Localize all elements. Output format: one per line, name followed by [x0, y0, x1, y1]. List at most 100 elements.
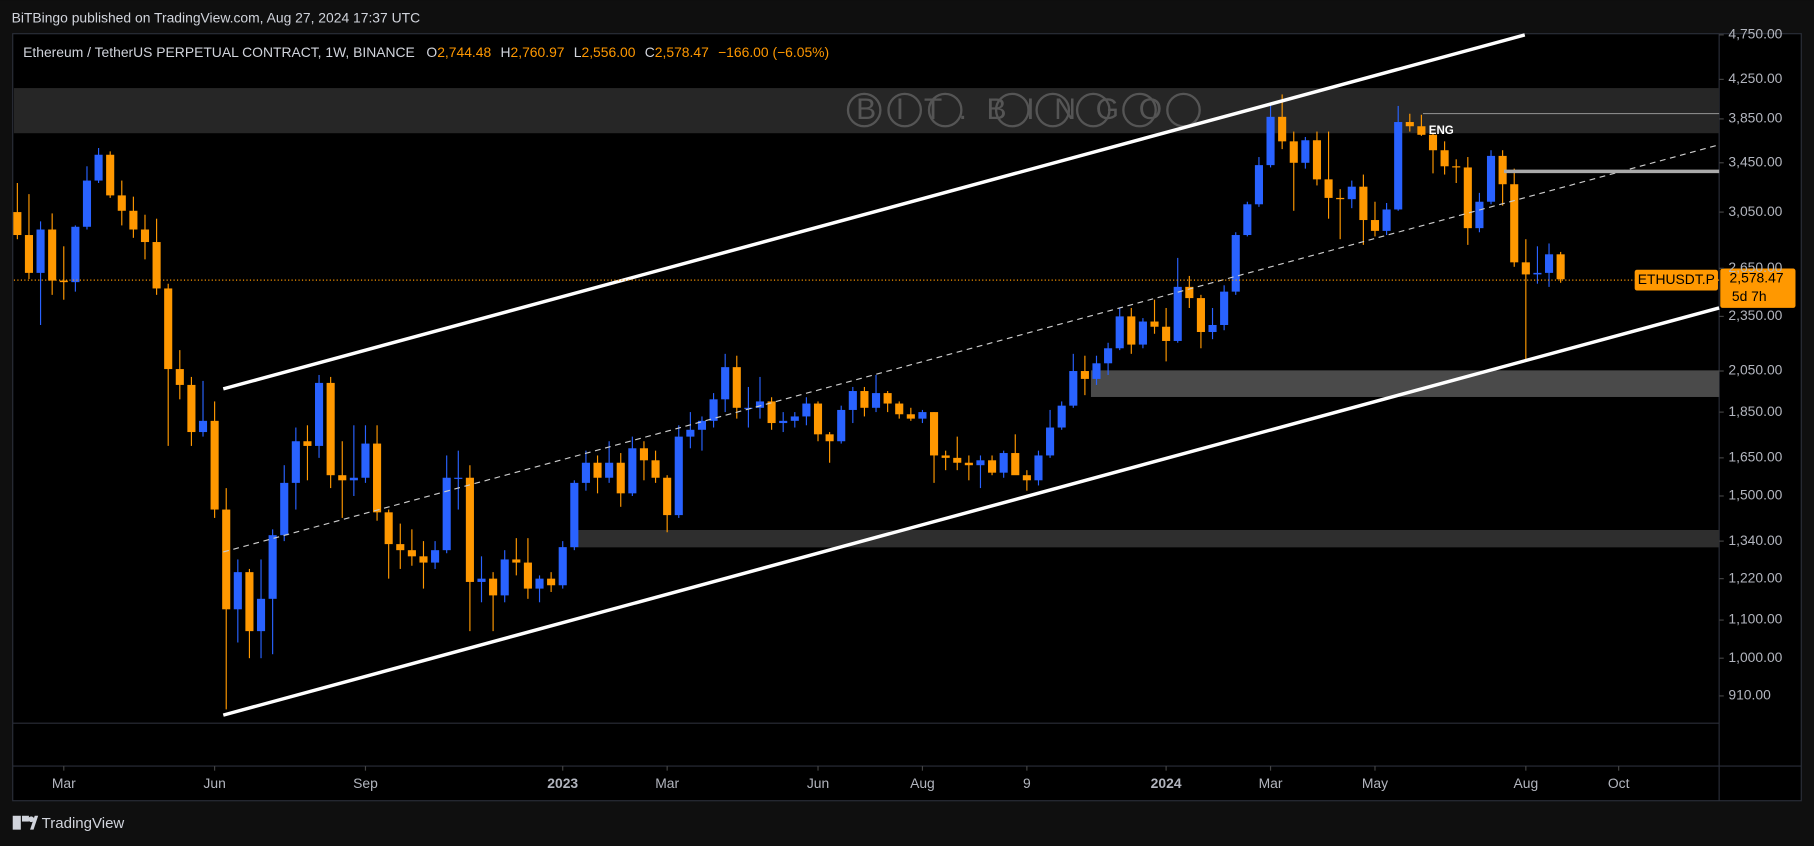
candle-body — [1440, 150, 1449, 167]
y-tick-label: 1,650.00 — [1728, 449, 1782, 465]
candle-body — [988, 460, 997, 473]
candle-body — [1196, 298, 1205, 333]
candle-body — [813, 403, 823, 435]
candle-body — [1254, 165, 1263, 205]
candle-body — [431, 550, 440, 563]
candle-body — [848, 391, 857, 410]
candle-body — [222, 509, 231, 610]
candle-body — [198, 420, 208, 433]
legend-value: 2,744.48 — [437, 44, 491, 60]
candle-body — [1428, 134, 1438, 151]
y-tick-label: 910.00 — [1728, 687, 1771, 703]
channel-mid — [223, 144, 1720, 553]
candle-body — [1312, 140, 1322, 180]
candle-body — [477, 578, 486, 582]
candle-body — [94, 154, 103, 181]
candle-body — [1510, 184, 1519, 263]
price-badge — [1720, 268, 1796, 308]
candle-body — [1324, 179, 1333, 198]
y-tick-label: 4,250.00 — [1728, 70, 1782, 86]
candle-body — [999, 453, 1008, 473]
candle-body — [721, 367, 730, 400]
x-tick-label: 2023 — [547, 775, 578, 791]
candle-body — [1173, 286, 1182, 341]
legend-value: 2,578.47 — [655, 44, 709, 60]
candle-body — [709, 399, 718, 421]
candle-body — [1486, 155, 1496, 202]
candle-body — [1544, 254, 1554, 273]
candle-body — [605, 462, 614, 478]
annotation: ENG — [1429, 125, 1454, 137]
candle-body — [1266, 116, 1275, 166]
candle-body — [837, 409, 846, 442]
last-price: 2,578.47 — [1730, 270, 1784, 286]
candle-body — [628, 448, 637, 494]
candle-body — [233, 572, 242, 610]
candle-body — [13, 212, 22, 236]
candle-body — [396, 544, 405, 551]
candle-body — [245, 572, 254, 632]
candle-body — [338, 475, 347, 481]
candle-body — [106, 154, 115, 196]
x-tick-label: Aug — [910, 775, 935, 791]
x-tick-label: Jun — [807, 775, 829, 791]
candle-body — [860, 391, 869, 408]
brand: TradingView — [12, 815, 124, 832]
candle-body — [164, 288, 173, 370]
legend: Ethereum / TetherUS PERPETUAL CONTRACT, … — [23, 44, 829, 60]
candle-body — [175, 369, 184, 385]
y-tick-label: 4,750.00 — [1728, 26, 1782, 42]
candle-body — [291, 441, 300, 483]
candle-body — [593, 462, 602, 478]
legend-key: C — [645, 44, 655, 60]
candle-body — [1521, 262, 1530, 275]
x-tick-label: Aug — [1513, 775, 1538, 791]
candle-body — [71, 226, 80, 283]
candle-body — [790, 416, 799, 421]
candle-body — [674, 436, 683, 516]
candle-body — [1278, 116, 1287, 142]
candle-body — [1533, 272, 1542, 275]
legend-value: 2,556.00 — [581, 44, 635, 60]
candle-body — [1231, 235, 1240, 292]
x-tick-label: May — [1362, 775, 1388, 791]
y-tick-label: 2,050.00 — [1728, 362, 1782, 378]
candle-body — [1289, 141, 1298, 163]
candle-body — [407, 550, 416, 557]
candle-body — [1405, 122, 1414, 127]
candle-body — [314, 382, 324, 446]
candle-body — [1556, 254, 1565, 280]
candle-body — [616, 462, 625, 494]
candle-body — [1382, 209, 1391, 231]
x-tick-label: Mar — [1259, 775, 1283, 791]
channel-lower — [222, 306, 1720, 717]
chart-title: Ethereum / TetherUS PERPETUAL CONTRACT, … — [23, 44, 415, 60]
candle-body — [256, 598, 266, 632]
watermark — [846, 92, 1201, 128]
support-zone — [570, 530, 1720, 548]
candle-body — [883, 393, 892, 404]
candle-body — [1463, 167, 1472, 229]
publisher: BiTBingo published on TradingView.com, A… — [12, 9, 421, 25]
y-tick-label: 2,350.00 — [1728, 307, 1782, 323]
candle-body — [1115, 316, 1124, 349]
candle-body — [767, 401, 776, 424]
candle-body — [1138, 321, 1147, 345]
x-tick-label: Oct — [1608, 775, 1630, 791]
candle-body — [1498, 155, 1507, 185]
candle-body — [547, 578, 556, 586]
candle-body — [1475, 201, 1484, 229]
x-tick-label: Jun — [203, 775, 225, 791]
candle-body — [1046, 427, 1055, 456]
legend-key: O — [426, 44, 437, 60]
candle-body — [419, 556, 428, 563]
y-tick-label: 1,850.00 — [1728, 403, 1782, 419]
candle-body — [59, 280, 68, 283]
candle-body — [918, 412, 927, 419]
candle-body — [303, 441, 312, 446]
candle-body — [1104, 348, 1113, 364]
candle-body — [1080, 371, 1089, 379]
candle-body — [117, 195, 126, 211]
candle-body — [639, 448, 649, 461]
